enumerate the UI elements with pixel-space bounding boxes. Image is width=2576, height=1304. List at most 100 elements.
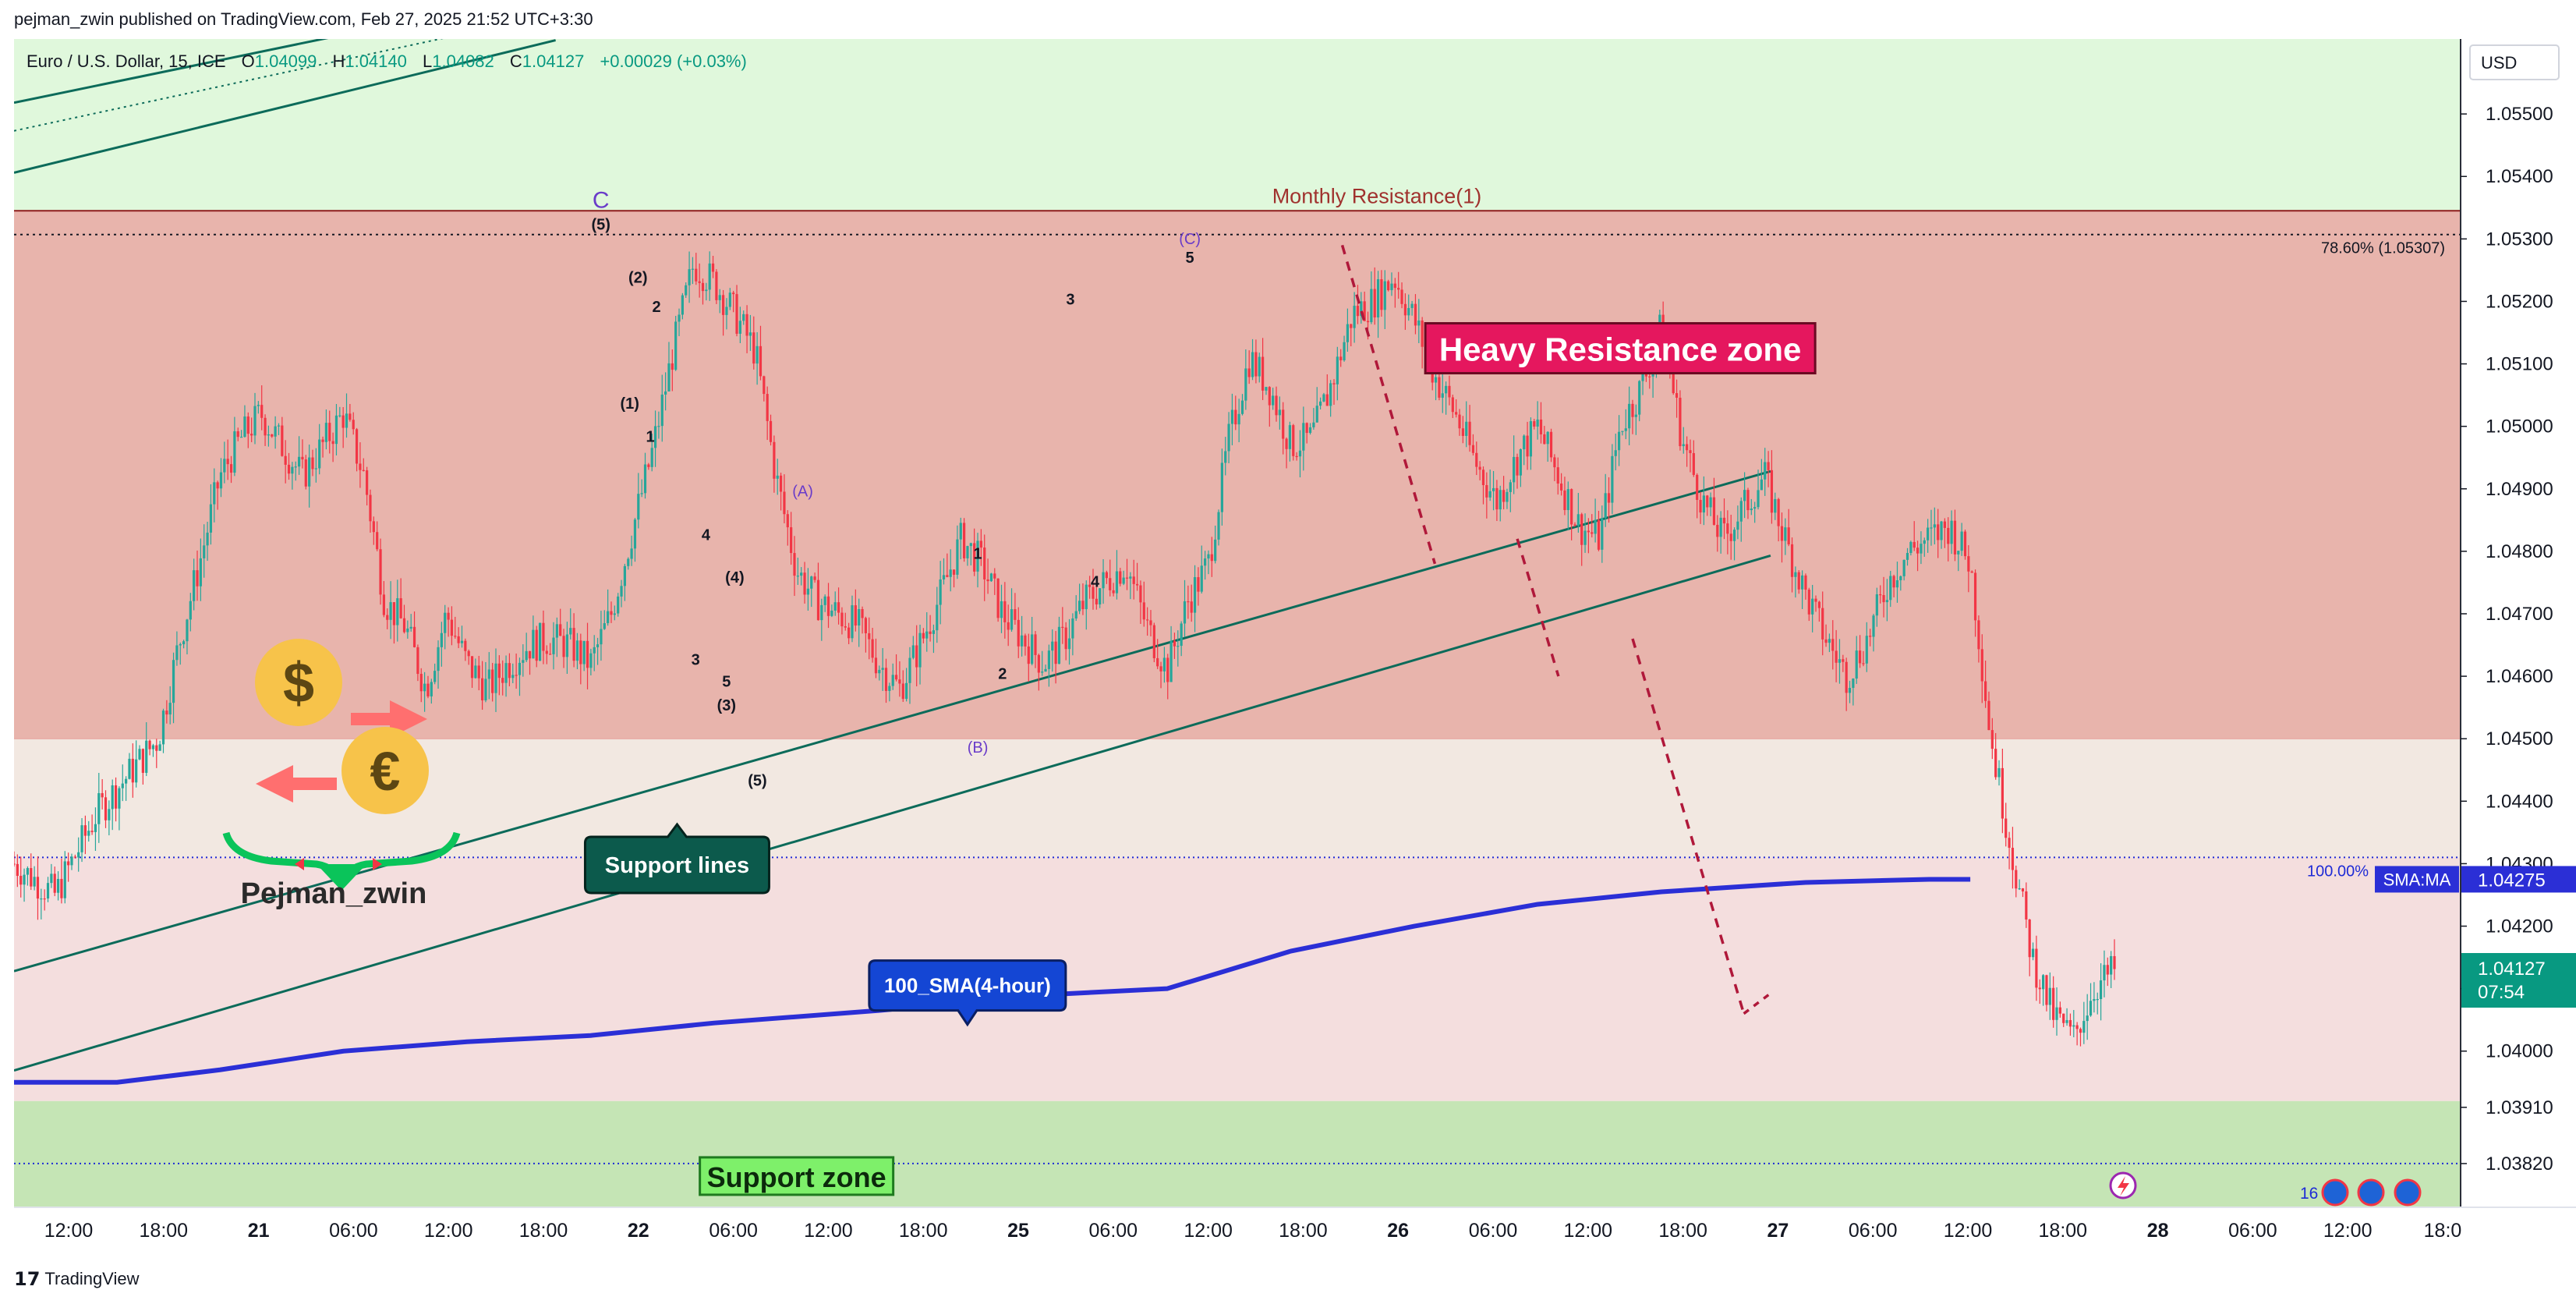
candle-body [939, 579, 942, 605]
projection-line [1516, 538, 1560, 677]
candle-body [1183, 601, 1187, 624]
candle-body [1318, 401, 1322, 406]
footer[interactable]: 𝟭𝟳 TradingView [14, 1262, 139, 1296]
y-tick-label: 1.04500 [2486, 728, 2553, 749]
candle-body [1858, 650, 1862, 664]
candle-body [444, 612, 447, 633]
candle-body [2021, 888, 2025, 891]
candle-body [1278, 409, 1281, 416]
candle-body [402, 618, 406, 633]
candle-body [1855, 650, 1858, 679]
candle-body [1862, 663, 1865, 664]
candle-body [1631, 403, 1634, 417]
candle-body [966, 546, 969, 558]
time-axis[interactable]: 12:00 18:00 21 06:00 12:00 18:00 22 06:00 12:00 1… [14, 1207, 2576, 1256]
candle-body [1722, 517, 1726, 524]
candle-body [1230, 409, 1234, 424]
wave-label: 5 [1186, 250, 1194, 267]
candle-body [1621, 431, 1624, 432]
x-tick-label: 18:00 [1658, 1220, 1707, 1242]
chart-svg[interactable]: 78.60% (1.05307) 100.00% C (5) (2) 2 (1) 1 4 (4)… [12, 0, 2576, 1256]
y-tick-label: 1.05300 [2486, 229, 2553, 250]
candle-body [562, 636, 565, 657]
sma-value-box [2461, 866, 2576, 893]
support-zone-callout[interactable]: Support zone [699, 1156, 895, 1196]
candle-body [168, 703, 172, 715]
candle-body [257, 405, 260, 406]
price-axis[interactable]: 1.05500 1.05400 1.05300 1.05200 1.05100 1.050… [2375, 39, 2576, 1256]
candle-body [1169, 640, 1173, 682]
candle-body [1573, 524, 1576, 526]
candle-body [1601, 518, 1604, 550]
candle-body [1034, 634, 1037, 655]
dollar-sign-icon: $ [283, 652, 314, 714]
candle-body [328, 423, 331, 441]
candle-body [538, 622, 542, 661]
candle-body [701, 282, 705, 292]
candle-body [837, 602, 840, 613]
candle-body [219, 472, 223, 489]
candle-body [858, 609, 861, 626]
candle-body [104, 797, 108, 820]
candle-body [2103, 965, 2106, 981]
candle-body [1356, 306, 1360, 317]
candle-body [199, 558, 202, 586]
candle-body [508, 663, 511, 679]
y-tick-label: 1.03820 [2486, 1153, 2553, 1175]
sma-callout[interactable]: 100_SMA(4-hour) [868, 959, 1067, 1027]
heavy-resistance-callout[interactable]: Heavy Resistance zone [1424, 322, 1817, 375]
candle-body [874, 657, 878, 674]
y-tick-label: 1.05000 [2486, 416, 2553, 438]
candle-body [1468, 421, 1471, 445]
candle-body [637, 494, 640, 520]
candle-body [1638, 381, 1641, 415]
candle-body [878, 669, 881, 674]
candle-body [297, 456, 301, 467]
candle-body [1767, 462, 1770, 470]
candle-body [1689, 450, 1692, 453]
candle-body [627, 558, 630, 566]
candle-body [976, 540, 979, 572]
candle-body [565, 634, 569, 657]
legend[interactable]: Euro / U.S. Dollar, 15, ICE O1.04099 H1.… [27, 51, 747, 71]
candle-body [1790, 544, 1794, 577]
candle-body [331, 441, 334, 445]
candle-body [552, 637, 555, 654]
candle-body [901, 683, 904, 700]
event-icon[interactable] [2357, 1178, 2385, 1207]
candle-body [406, 628, 409, 633]
candle-body [905, 682, 908, 700]
candle-body [487, 669, 490, 679]
candle-body [36, 877, 40, 899]
candle-body [182, 641, 186, 645]
candle-body [1634, 414, 1637, 417]
resistance-zone [14, 211, 2461, 739]
candle-body [1611, 455, 1614, 503]
currency-box[interactable] [2469, 44, 2560, 80]
candle-body [430, 682, 433, 696]
chart-container[interactable]: 78.60% (1.05307) 100.00% C (5) (2) 2 (1) 1 4 (4)… [12, 0, 2576, 1256]
candle-body [603, 623, 606, 629]
candle-body [1092, 586, 1095, 599]
candle-body [1067, 638, 1071, 650]
event-icon[interactable] [2394, 1178, 2422, 1207]
support-lines-callout[interactable]: Support lines [583, 822, 770, 895]
event-icons[interactable] [2321, 1178, 2422, 1207]
candle-body [236, 431, 239, 438]
candle-body [1190, 601, 1193, 613]
lightning-icon-button[interactable] [2109, 1171, 2137, 1199]
candle-body [467, 650, 470, 657]
event-icon[interactable] [2321, 1178, 2349, 1207]
candle-body [915, 645, 918, 668]
support-zone [14, 1100, 2461, 1207]
currency-label: USD [2481, 53, 2517, 73]
heavy-resistance-box [1424, 322, 1817, 375]
candle-body [1074, 611, 1077, 618]
candle-body [830, 610, 833, 616]
candle-body [1105, 572, 1109, 579]
candle-body [1387, 281, 1390, 291]
candle-body [1499, 490, 1502, 510]
candle-body [698, 281, 701, 283]
candle-body [63, 861, 66, 898]
candle-body [1173, 640, 1177, 647]
